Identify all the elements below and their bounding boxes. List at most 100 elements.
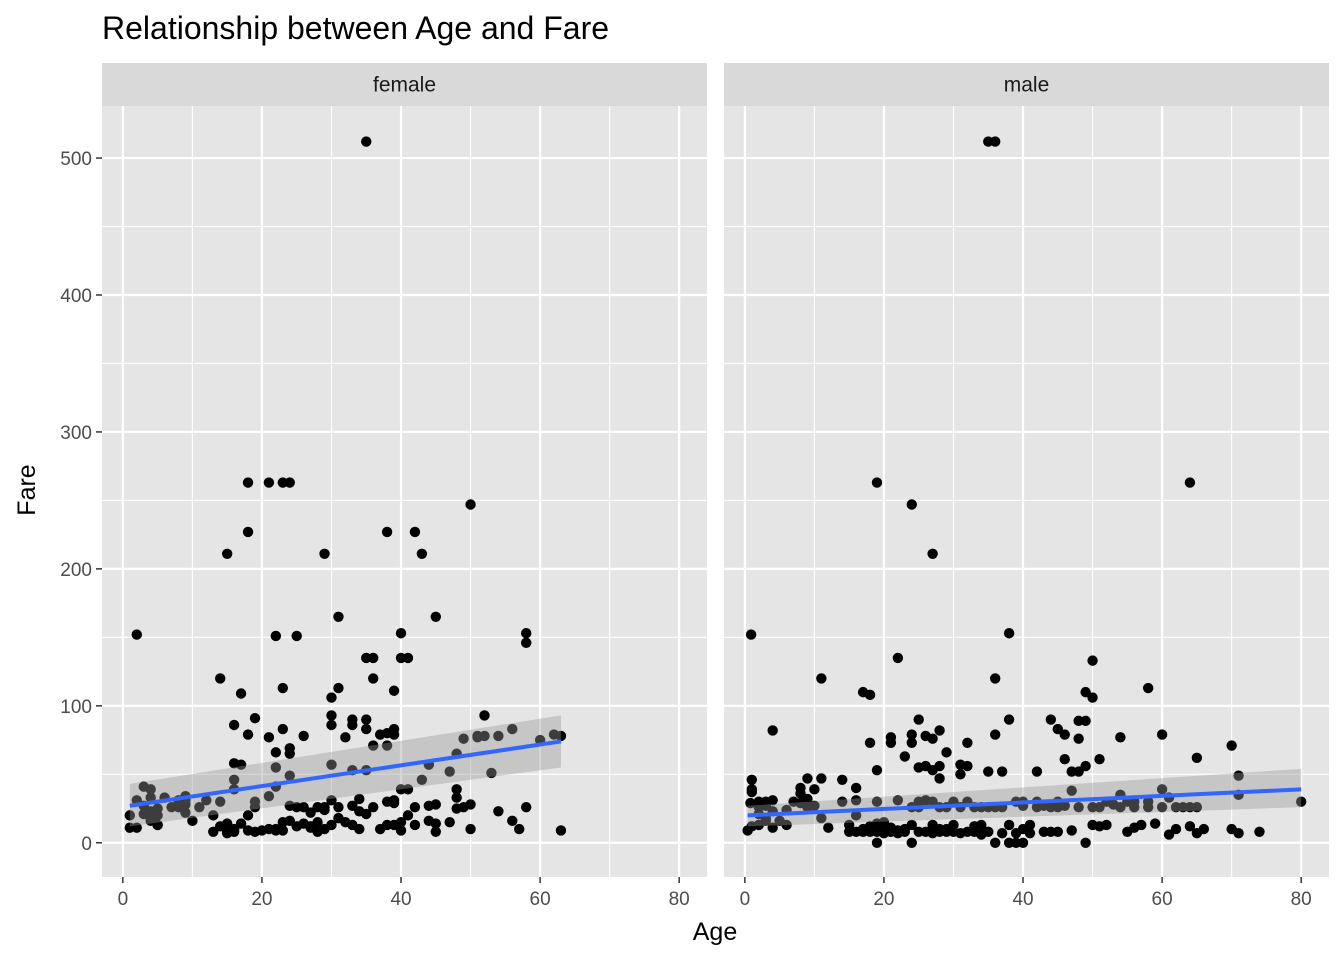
data-point xyxy=(843,819,855,831)
data-point xyxy=(451,792,462,803)
data-point xyxy=(249,796,261,807)
data-point xyxy=(277,723,289,735)
data-point xyxy=(333,611,344,623)
data-point xyxy=(1156,784,1168,795)
scatter-points xyxy=(124,136,567,839)
data-point xyxy=(745,797,756,809)
data-point xyxy=(312,817,323,828)
data-point xyxy=(802,773,813,784)
facet-strip xyxy=(102,63,707,106)
data-point xyxy=(270,747,282,758)
data-point xyxy=(409,801,421,813)
data-point xyxy=(263,732,275,743)
data-point xyxy=(1149,818,1161,829)
data-point xyxy=(1094,801,1105,813)
facet-strip-label: female xyxy=(373,74,436,97)
data-point xyxy=(395,628,407,639)
data-point xyxy=(767,725,778,736)
data-point xyxy=(409,819,421,831)
data-point xyxy=(326,710,337,721)
data-point xyxy=(465,499,476,510)
data-point xyxy=(1191,801,1203,813)
data-point xyxy=(962,737,973,748)
data-point xyxy=(809,784,820,795)
data-point xyxy=(871,796,883,807)
data-point xyxy=(520,637,532,649)
data-point xyxy=(242,729,254,740)
data-point xyxy=(194,801,205,813)
data-point xyxy=(1052,826,1063,838)
smooth-line xyxy=(129,739,562,808)
data-point xyxy=(1198,823,1210,835)
data-point xyxy=(1080,837,1091,848)
data-point xyxy=(368,740,379,751)
data-point xyxy=(990,136,1001,147)
data-point xyxy=(1024,819,1036,831)
data-point xyxy=(1163,829,1175,840)
data-point xyxy=(1129,801,1140,813)
data-point xyxy=(899,751,911,762)
data-point xyxy=(208,826,219,838)
data-point xyxy=(409,526,421,538)
data-point xyxy=(326,819,337,831)
data-point xyxy=(1059,754,1070,765)
data-point xyxy=(1045,714,1057,725)
data-point xyxy=(1156,729,1168,740)
data-point xyxy=(1073,733,1084,744)
data-point xyxy=(333,801,344,813)
data-point xyxy=(291,630,302,642)
data-point xyxy=(215,673,226,684)
data-point xyxy=(430,818,441,829)
data-point xyxy=(124,810,136,821)
data-point xyxy=(767,795,778,806)
data-point xyxy=(990,729,1001,740)
data-point xyxy=(221,548,233,560)
data-point xyxy=(1115,732,1126,743)
data-point xyxy=(837,796,848,807)
data-point xyxy=(816,812,827,824)
data-point xyxy=(990,837,1001,848)
data-point xyxy=(319,548,330,560)
data-point xyxy=(326,759,337,770)
data-point xyxy=(430,826,441,838)
data-point xyxy=(465,799,476,810)
data-point xyxy=(145,792,156,803)
data-point xyxy=(1142,682,1154,694)
x-tick-label: 0 xyxy=(740,889,751,910)
data-point xyxy=(1080,760,1091,772)
data-point xyxy=(996,827,1008,839)
data-point xyxy=(781,819,792,831)
data-point xyxy=(1066,825,1077,836)
data-point xyxy=(1003,714,1015,725)
data-point xyxy=(479,710,490,721)
data-point xyxy=(208,810,219,821)
data-point xyxy=(284,815,295,827)
data-point xyxy=(486,767,497,779)
data-point xyxy=(802,793,813,805)
data-point xyxy=(215,796,226,807)
data-point xyxy=(871,477,883,488)
data-point xyxy=(871,764,883,776)
y-tick-label: 100 xyxy=(60,697,92,718)
data-point xyxy=(347,800,358,811)
x-tick-label: 60 xyxy=(1152,889,1173,910)
data-point xyxy=(368,652,379,664)
data-point xyxy=(1101,819,1112,831)
data-point xyxy=(1003,628,1015,639)
data-point xyxy=(507,723,518,735)
data-point xyxy=(899,826,911,838)
data-point xyxy=(263,791,275,802)
data-point xyxy=(927,733,938,744)
data-point xyxy=(1003,819,1015,831)
data-point xyxy=(451,784,462,795)
data-point xyxy=(864,737,876,748)
data-point xyxy=(465,823,476,835)
data-point xyxy=(1184,477,1196,488)
y-tick-label: 500 xyxy=(60,149,92,170)
data-point xyxy=(983,826,994,838)
data-point xyxy=(850,782,862,794)
facets-layer: female 0 20 40 60 80 0 100 200 300 400 500 male 0 20 40… xyxy=(60,63,1329,910)
data-point xyxy=(520,628,532,639)
x-tick-label: 80 xyxy=(669,889,690,910)
